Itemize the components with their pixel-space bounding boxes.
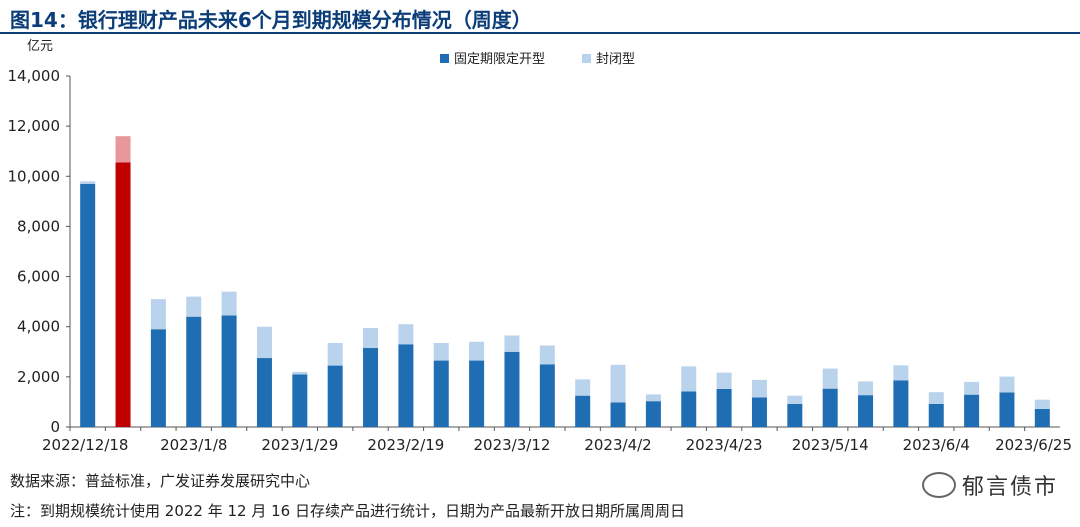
bar-closed <box>716 372 732 389</box>
source-note: 数据来源：普益标准，广发证券发展研究中心 <box>10 472 311 490</box>
y-tick-label: 12,000 <box>8 117 61 135</box>
bar-closed <box>1034 399 1050 409</box>
bar-fixed-term <box>433 360 449 427</box>
bar-fixed-term <box>964 394 980 427</box>
y-tick-label: 0 <box>50 418 60 436</box>
bar-closed <box>539 345 555 365</box>
bar-fixed-term <box>221 315 237 427</box>
legend-swatch-closed <box>582 54 591 63</box>
bar-fixed-term <box>363 348 379 427</box>
bar-fixed-term <box>822 388 838 427</box>
bar-fixed-term <box>751 397 767 427</box>
legend-label-closed: 封闭型 <box>596 52 635 67</box>
y-tick-label: 6,000 <box>17 268 60 286</box>
bar-closed <box>292 371 308 375</box>
bar-closed <box>221 291 237 316</box>
bar-fixed-term <box>80 183 96 427</box>
watermark-text: 郁言债市 <box>961 475 1058 500</box>
bar-closed <box>999 376 1015 393</box>
bar-closed <box>787 395 803 404</box>
bar-closed <box>363 327 379 349</box>
x-tick-label: 2023/1/29 <box>261 436 338 454</box>
bar-fixed-term <box>787 403 803 427</box>
x-tick-label: 2023/2/19 <box>367 436 444 454</box>
bar-closed <box>645 394 661 402</box>
footnote: 注：到期规模统计使用 2022 年 12 月 16 日存续产品进行统计，日期为产… <box>10 502 685 520</box>
bar-fixed-term <box>504 351 520 427</box>
bar-closed <box>327 343 343 366</box>
bar-closed <box>681 366 697 392</box>
bar-closed <box>610 364 626 403</box>
x-tick-label: 2023/4/23 <box>686 436 763 454</box>
x-tick-label: 2023/4/2 <box>584 436 651 454</box>
x-tick-label: 2023/5/14 <box>792 436 869 454</box>
figure-title: 图14：银行理财产品未来6个月到期规模分布情况（周度） <box>10 8 532 32</box>
bar-closed <box>256 326 272 359</box>
stacked-bar-chart: 亿元 固定期限定开型 封闭型 0 2,000 4,000 6,000 8,000 10,0… <box>8 39 1073 454</box>
legend-label-fixed: 固定期限定开型 <box>454 52 545 67</box>
y-tick-label: 4,000 <box>17 318 60 336</box>
bar-fixed-term <box>327 365 343 427</box>
bar-fixed-term <box>999 392 1015 427</box>
y-tick-label: 8,000 <box>17 217 60 235</box>
wechat-icon <box>921 472 956 498</box>
bar-closed <box>433 343 449 361</box>
bar-closed <box>398 324 414 345</box>
bar-closed <box>150 299 166 330</box>
bar-fixed-term <box>469 360 485 427</box>
bar-closed <box>751 379 767 398</box>
legend-swatch-fixed <box>440 54 449 63</box>
y-axis-unit: 亿元 <box>27 39 53 54</box>
bar-fixed-term <box>858 395 874 427</box>
bar-fixed-term <box>1034 408 1050 427</box>
bar-closed <box>80 181 96 184</box>
bar-fixed-term <box>539 364 555 427</box>
y-tick-label: 10,000 <box>8 167 61 185</box>
bar-closed <box>822 368 838 389</box>
bar-fixed-term <box>893 380 909 427</box>
bar-closed <box>858 381 874 396</box>
bar-fixed-term <box>575 395 591 427</box>
bar-closed <box>575 379 591 396</box>
x-tick-label: 2023/3/12 <box>474 436 551 454</box>
x-tick-label: 2023/6/25 <box>995 436 1072 454</box>
x-tick-label: 2023/6/4 <box>903 436 970 454</box>
bar-fixed-term <box>716 388 732 427</box>
y-tick-label: 14,000 <box>8 67 61 85</box>
x-tick-label: 2023/1/8 <box>160 436 227 454</box>
bar-closed <box>504 335 520 352</box>
y-tick-label: 2,000 <box>17 368 60 386</box>
bar-fixed-term <box>645 401 661 427</box>
bar-closed <box>928 392 944 404</box>
bar-fixed-term <box>150 329 166 427</box>
bar-fixed-term <box>256 358 272 427</box>
bar-fixed-term <box>115 162 131 427</box>
bar-fixed-term <box>186 316 202 427</box>
bar-fixed-term <box>292 374 308 427</box>
watermark: 郁言债市 <box>921 469 1058 501</box>
bar-fixed-term <box>610 402 626 427</box>
bar-closed <box>893 365 909 381</box>
bar-fixed-term <box>928 403 944 427</box>
chart-legend: 固定期限定开型 封闭型 <box>440 52 635 67</box>
bar-closed <box>115 136 131 163</box>
bar-closed <box>469 341 485 361</box>
bar-closed <box>186 296 202 317</box>
bar-fixed-term <box>398 344 414 427</box>
x-tick-label: 2022/12/18 <box>42 436 128 454</box>
bar-fixed-term <box>681 391 697 427</box>
bar-closed <box>964 381 980 395</box>
title-divider <box>0 32 1080 34</box>
